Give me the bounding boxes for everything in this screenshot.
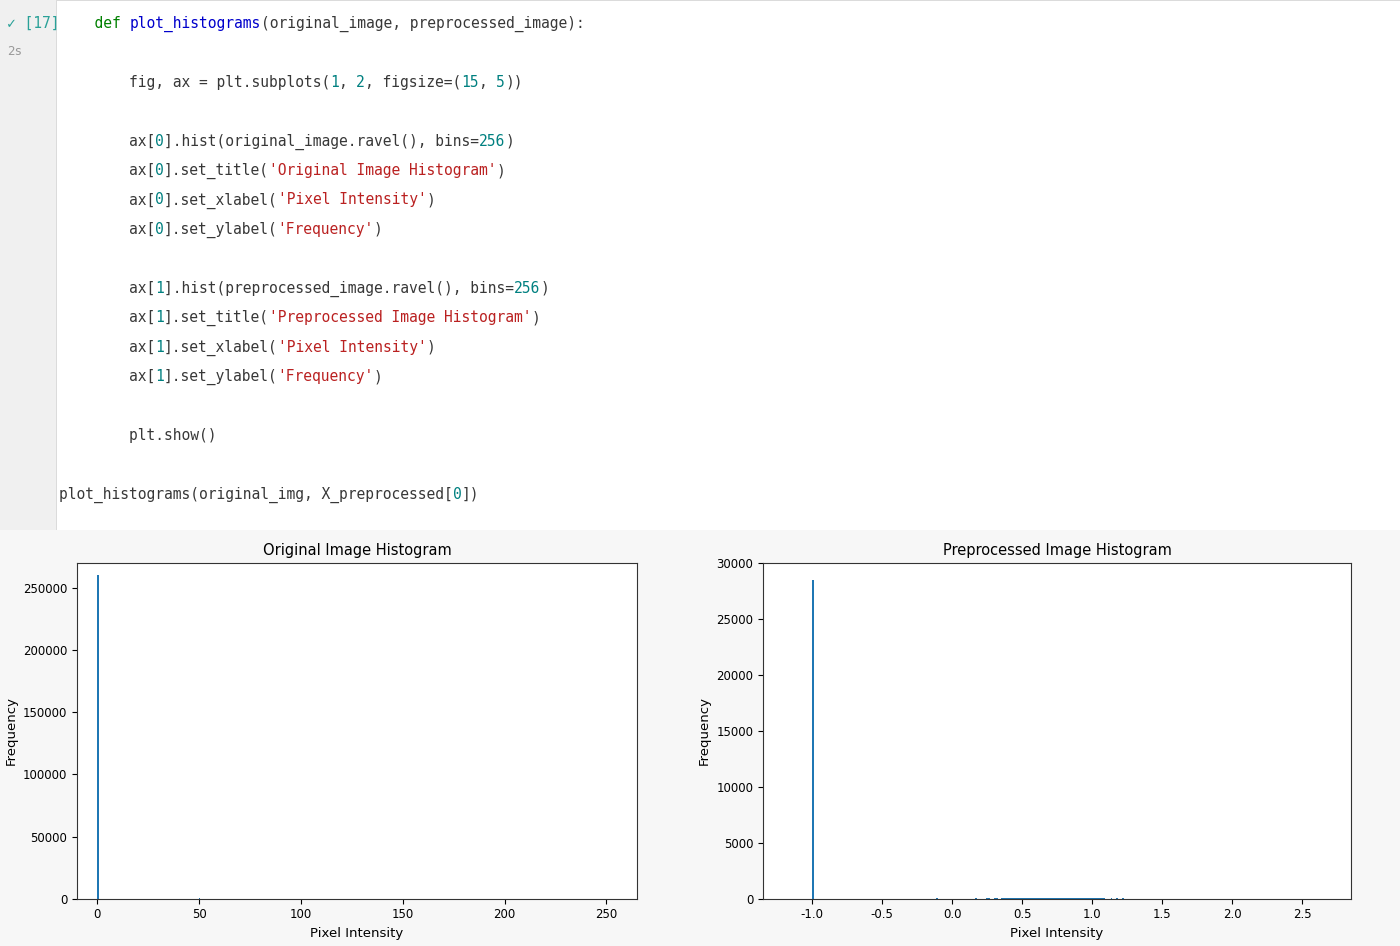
Text: ].set_ylabel(: ].set_ylabel( <box>164 222 277 238</box>
Title: Original Image Histogram: Original Image Histogram <box>263 543 451 557</box>
Text: ax[: ax[ <box>59 222 155 236</box>
Text: )): )) <box>505 75 522 90</box>
Text: 2s: 2s <box>7 45 22 59</box>
Text: ): ) <box>427 340 435 355</box>
Text: 0: 0 <box>155 192 164 207</box>
Title: Preprocessed Image Histogram: Preprocessed Image Histogram <box>942 543 1172 557</box>
Text: ].set_xlabel(: ].set_xlabel( <box>164 340 277 356</box>
Text: ,: , <box>339 75 356 90</box>
Text: , figsize=(: , figsize=( <box>365 75 461 90</box>
Y-axis label: Frequency: Frequency <box>4 696 17 765</box>
Text: ax[: ax[ <box>59 163 155 178</box>
Text: 1: 1 <box>155 281 164 296</box>
Text: 256: 256 <box>514 281 540 296</box>
Text: 'Frequency': 'Frequency' <box>277 222 374 236</box>
Text: 'Frequency': 'Frequency' <box>277 369 374 384</box>
Text: 1: 1 <box>330 75 339 90</box>
Text: 'Preprocessed Image Histogram': 'Preprocessed Image Histogram' <box>269 310 532 325</box>
Text: 'Pixel Intensity': 'Pixel Intensity' <box>277 340 427 355</box>
Text: ].set_title(: ].set_title( <box>164 163 269 179</box>
Text: ): ) <box>374 222 382 236</box>
Text: ].set_ylabel(: ].set_ylabel( <box>164 369 277 385</box>
Text: 15: 15 <box>462 75 479 90</box>
Text: ].set_xlabel(: ].set_xlabel( <box>164 192 277 209</box>
Text: 'Pixel Intensity': 'Pixel Intensity' <box>277 192 427 207</box>
Text: 0: 0 <box>155 133 164 149</box>
Text: ax[: ax[ <box>59 340 155 355</box>
Text: plot_histograms: plot_histograms <box>129 16 260 32</box>
Text: ,: , <box>479 75 496 90</box>
Y-axis label: Frequency: Frequency <box>697 696 711 765</box>
Bar <box>812 580 813 899</box>
Text: ): ) <box>497 163 505 178</box>
Text: 1: 1 <box>155 369 164 384</box>
Text: plt.show(): plt.show() <box>59 428 216 443</box>
Text: 256: 256 <box>479 133 505 149</box>
Text: ): ) <box>532 310 540 325</box>
Text: 1: 1 <box>155 310 164 325</box>
X-axis label: Pixel Intensity: Pixel Intensity <box>1011 927 1103 940</box>
Text: 'Original Image Histogram': 'Original Image Histogram' <box>269 163 497 178</box>
Text: ax[: ax[ <box>59 192 155 207</box>
Text: 5: 5 <box>497 75 505 90</box>
Text: 1: 1 <box>155 340 164 355</box>
Text: ].hist(original_image.ravel(), bins=: ].hist(original_image.ravel(), bins= <box>164 133 479 149</box>
Text: ): ) <box>427 192 435 207</box>
Text: ]): ]) <box>461 487 479 501</box>
Text: ].set_title(: ].set_title( <box>164 310 269 326</box>
Text: ax[: ax[ <box>59 133 155 149</box>
Text: 2: 2 <box>356 75 365 90</box>
Text: 0: 0 <box>452 487 461 501</box>
Text: 0: 0 <box>155 222 164 236</box>
Text: ax[: ax[ <box>59 310 155 325</box>
Text: ✓ [17]: ✓ [17] <box>7 16 59 31</box>
Text: ax[: ax[ <box>59 369 155 384</box>
Text: ax[: ax[ <box>59 281 155 296</box>
Text: ): ) <box>540 281 549 296</box>
Text: ].hist(preprocessed_image.ravel(), bins=: ].hist(preprocessed_image.ravel(), bins= <box>164 281 514 297</box>
X-axis label: Pixel Intensity: Pixel Intensity <box>311 927 403 940</box>
Text: def: def <box>77 16 129 31</box>
Text: (original_image, preprocessed_image):: (original_image, preprocessed_image): <box>260 16 585 32</box>
Text: ): ) <box>505 133 514 149</box>
Text: ): ) <box>374 369 382 384</box>
Text: 0: 0 <box>155 163 164 178</box>
Text: fig, ax = plt.subplots(: fig, ax = plt.subplots( <box>59 75 330 90</box>
Text: plot_histograms(original_img, X_preprocessed[: plot_histograms(original_img, X_preproce… <box>59 487 452 503</box>
